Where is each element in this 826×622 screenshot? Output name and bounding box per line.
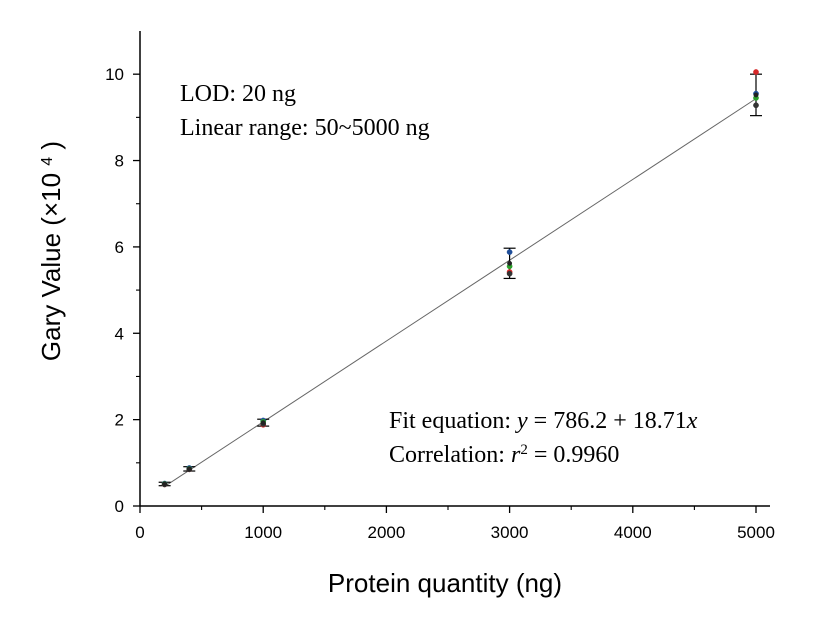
lod-annotation: LOD: 20 ng bbox=[180, 81, 296, 107]
correlation-annotation: Correlation: r2 = 0.9960 bbox=[389, 442, 619, 468]
mean-point bbox=[753, 92, 759, 98]
y-tick-label: 4 bbox=[115, 324, 124, 343]
x-tick-label: 5000 bbox=[737, 523, 775, 542]
y-tick-label: 10 bbox=[105, 65, 124, 84]
y-tick-label: 6 bbox=[115, 238, 124, 257]
x-tick-label: 0 bbox=[135, 523, 144, 542]
x-tick-label: 4000 bbox=[614, 523, 652, 542]
y-axis-label: Gary Value (×10 4 ) bbox=[36, 141, 66, 361]
x-axis-label: Protein quantity (ng) bbox=[328, 568, 562, 598]
fit-equation-middle: = 786.2 + 18.71 bbox=[528, 408, 687, 434]
replicate-point bbox=[753, 69, 759, 75]
x-tick-label: 1000 bbox=[244, 523, 282, 542]
fit-equation-annotation: Fit equation: y = 786.2 + 18.71x bbox=[389, 408, 698, 434]
y-tick-label: 0 bbox=[115, 497, 124, 516]
correlation-value: = 0.9960 bbox=[528, 442, 620, 468]
x-tick-label: 3000 bbox=[491, 523, 529, 542]
series bbox=[158, 69, 762, 488]
mean-point bbox=[186, 466, 192, 472]
correlation-prefix: Correlation: bbox=[389, 442, 511, 468]
fit-equation-y-variable: y bbox=[515, 408, 528, 434]
fit-equation-prefix: Fit equation: bbox=[389, 408, 517, 434]
replicate-point bbox=[506, 270, 513, 277]
mean-point bbox=[162, 481, 168, 487]
y-tick-label: 2 bbox=[115, 411, 124, 430]
correlation-exponent: 2 bbox=[520, 442, 528, 458]
linear-range-annotation: Linear range: 50~5000 ng bbox=[180, 115, 430, 141]
fit-equation-x-variable: x bbox=[686, 408, 698, 434]
axes bbox=[139, 31, 770, 507]
y-axis-label-exponent: 4 bbox=[39, 157, 56, 166]
y-axis-label-main: Gary Value bbox=[36, 233, 66, 361]
x-tick-label: 2000 bbox=[367, 523, 405, 542]
replicate-point bbox=[506, 249, 513, 255]
y-tick-label: 8 bbox=[115, 152, 124, 171]
ticks: 0 1000 2000 3000 4000 5000 0 2 4 6 8 10 bbox=[105, 65, 775, 542]
mean-point bbox=[507, 260, 513, 266]
y-axis-label-prefix: (×10 bbox=[36, 173, 66, 226]
correlation-r-variable: r bbox=[511, 442, 521, 468]
replicate-point bbox=[753, 102, 759, 109]
y-axis-label-suffix: ) bbox=[36, 141, 66, 150]
mean-point bbox=[260, 420, 266, 426]
